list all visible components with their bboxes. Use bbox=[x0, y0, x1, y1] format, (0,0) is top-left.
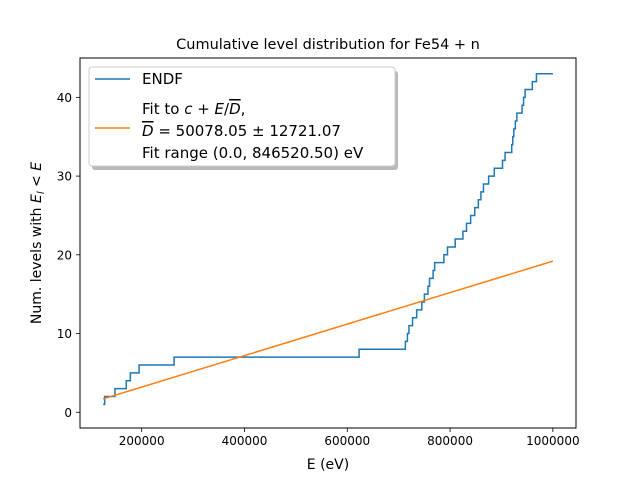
legend: ENDF Fit to c + E/D, D = 50078.05 ± 1272… bbox=[88, 66, 398, 170]
y-axis: 0 10 20 30 40 bbox=[57, 91, 80, 420]
series-fit-line bbox=[102, 260, 554, 400]
x-tick-label: 800000 bbox=[427, 434, 473, 448]
x-tick-label: 400000 bbox=[222, 434, 268, 448]
x-tick-label: 1000000 bbox=[526, 434, 579, 448]
y-axis-label: Num. levels with El < E bbox=[29, 162, 47, 324]
series-endf-line bbox=[103, 72, 553, 406]
legend-box bbox=[88, 66, 396, 167]
legend-label-fit-line2: D = 50078.05 ± 12721.07 bbox=[142, 122, 341, 140]
legend-label-fit-line3: Fit range (0.0, 846520.50) eV bbox=[142, 144, 364, 162]
legend-label-fit-line1: Fit to c + E/D, bbox=[142, 100, 245, 118]
y-tick-label: 40 bbox=[57, 91, 72, 105]
legend-label-endf: ENDF bbox=[142, 70, 183, 88]
x-axis: 200000 400000 600000 800000 1000000 bbox=[119, 428, 580, 448]
chart-title: Cumulative level distribution for Fe54 +… bbox=[176, 37, 480, 53]
y-tick-label: 30 bbox=[57, 170, 72, 184]
y-tick-label: 20 bbox=[57, 248, 72, 262]
series-layer bbox=[102, 72, 554, 406]
x-axis-label: E (eV) bbox=[307, 457, 349, 473]
x-tick-label: 200000 bbox=[119, 434, 165, 448]
plot-frame bbox=[79, 57, 577, 429]
y-tick-label: 0 bbox=[64, 406, 72, 420]
y-tick-label: 10 bbox=[57, 327, 72, 341]
x-tick-label: 600000 bbox=[324, 434, 370, 448]
